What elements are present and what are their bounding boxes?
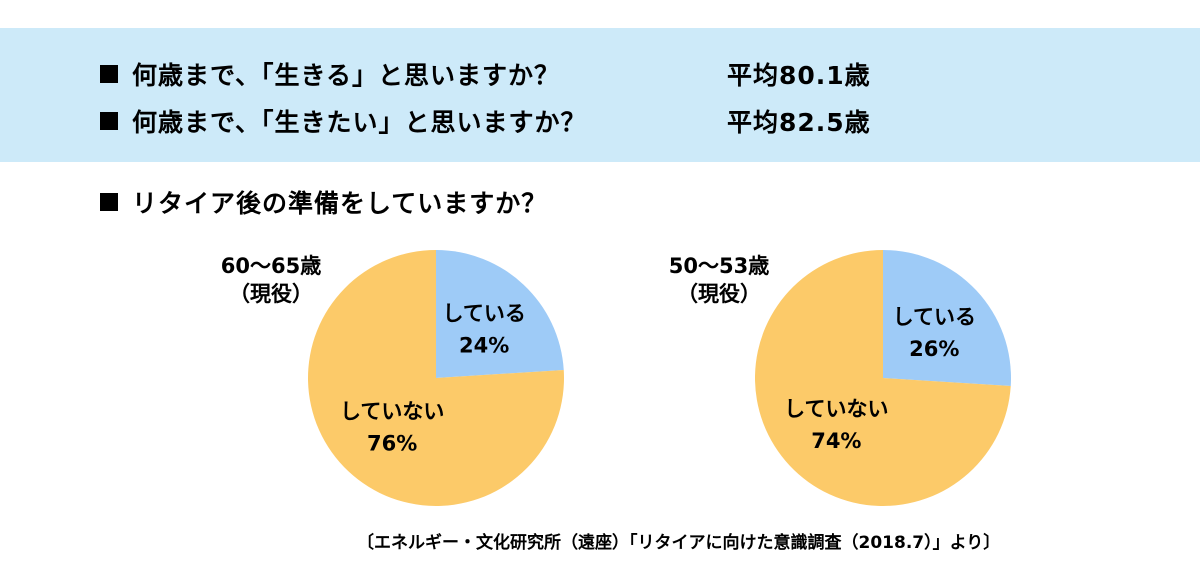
question-2-average: 平均82.5歳 <box>727 108 871 137</box>
square-bullet-icon <box>100 65 118 83</box>
pie-2-slice-2-label: していない <box>784 397 888 421</box>
pie-1-slice-2 <box>308 250 564 507</box>
pie-2-slice-2 <box>755 250 1011 506</box>
pie-2-slice-1-label: している <box>893 305 976 329</box>
pie-1-group-label: 60〜65歳 （現役） <box>196 252 346 308</box>
question-2: 何歳まで、「生きたい」と思いますか？ 平均82.5歳 <box>100 101 870 141</box>
question-2-text: 何歳まで、「生きたい」と思いますか？ <box>132 108 587 137</box>
square-bullet-icon <box>100 112 118 130</box>
pie-1-slice-2-value: 76% <box>367 432 417 456</box>
pie-2-slice-1 <box>883 250 1012 387</box>
question-1: 何歳まで、「生きる」と思いますか？ 平均80.1歳 <box>100 54 870 94</box>
square-bullet-icon <box>100 193 118 211</box>
chart-title: リタイア後の準備をしていますか？ <box>100 182 547 222</box>
pie-2-group-sub: （現役） <box>677 282 761 306</box>
pie-2-slice-1-value: 26% <box>909 337 959 361</box>
source-note: 〔エネルギー・文化研究所（遠座）「リタイアに向けた意識調査（2018.7）」より… <box>357 533 1001 553</box>
pie-1-group-sub: （現役） <box>229 282 313 306</box>
question-1-average: 平均80.1歳 <box>727 61 871 90</box>
pie-2-group-age: 50〜53歳 <box>668 254 770 278</box>
pie-1-slice-1-value: 24% <box>459 334 509 358</box>
pie-2-group-label: 50〜53歳 （現役） <box>644 252 794 308</box>
pie-1-slice-2-label: していない <box>340 400 444 424</box>
question-1-text: 何歳まで、「生きる」と思いますか？ <box>132 61 561 90</box>
question-banner <box>0 28 1200 162</box>
pie-1-group-age: 60〜65歳 <box>220 254 322 278</box>
chart-title-text: リタイア後の準備をしていますか？ <box>132 189 548 218</box>
pie-1-slice-1 <box>436 250 564 378</box>
pie-1-slice-1-label: している <box>443 302 526 326</box>
pie-2-slice-2-value: 74% <box>811 429 861 453</box>
